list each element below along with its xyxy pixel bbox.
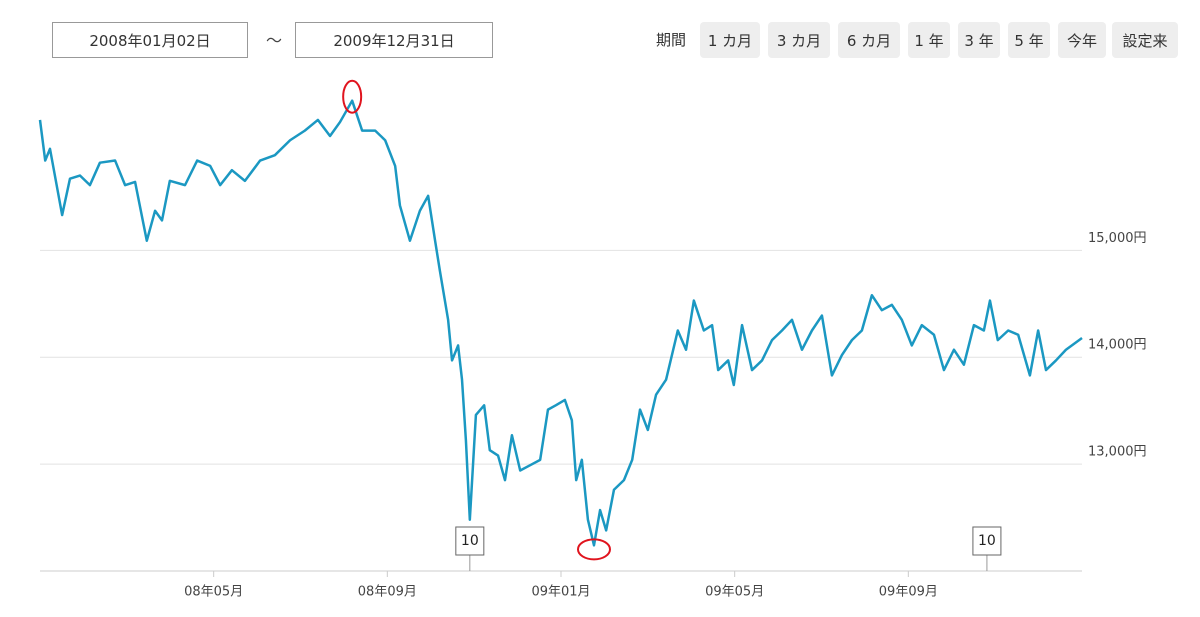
x-tick-label: 09年05月 (705, 585, 764, 600)
event-box (972, 526, 1002, 556)
y-tick-label: 13,000円 (1088, 445, 1147, 460)
start-date-input[interactable]: 2008年01月02日 (52, 22, 248, 58)
x-tick-label: 08年09月 (358, 585, 417, 600)
period-label: 期間 (656, 31, 687, 49)
event-label: 10 (461, 533, 479, 549)
x-tick-label: 09年01月 (531, 585, 590, 600)
x-tick-label: 08年05月 (184, 585, 243, 600)
date-separator: ～ (266, 31, 283, 50)
min-highlight (576, 538, 611, 561)
x-tick-label: 09年09月 (879, 585, 938, 600)
period-button[interactable]: 1 年 (908, 22, 950, 58)
event-label: 10 (978, 533, 996, 549)
period-button[interactable]: 3 年 (958, 22, 1000, 58)
price-line (38, 99, 1083, 547)
y-tick-label: 15,000円 (1088, 231, 1147, 246)
period-button[interactable]: 1 カ月 (700, 22, 760, 58)
period-button[interactable]: 設定来 (1112, 22, 1178, 58)
event-box (455, 526, 485, 556)
period-button[interactable]: 3 カ月 (768, 22, 830, 58)
period-button[interactable]: 5 年 (1008, 22, 1050, 58)
y-tick-label: 14,000円 (1088, 338, 1147, 353)
end-date-input[interactable]: 2009年12月31日 (295, 22, 493, 58)
max-highlight (342, 79, 363, 114)
period-button[interactable]: 6 カ月 (838, 22, 900, 58)
period-button[interactable]: 今年 (1058, 22, 1106, 58)
